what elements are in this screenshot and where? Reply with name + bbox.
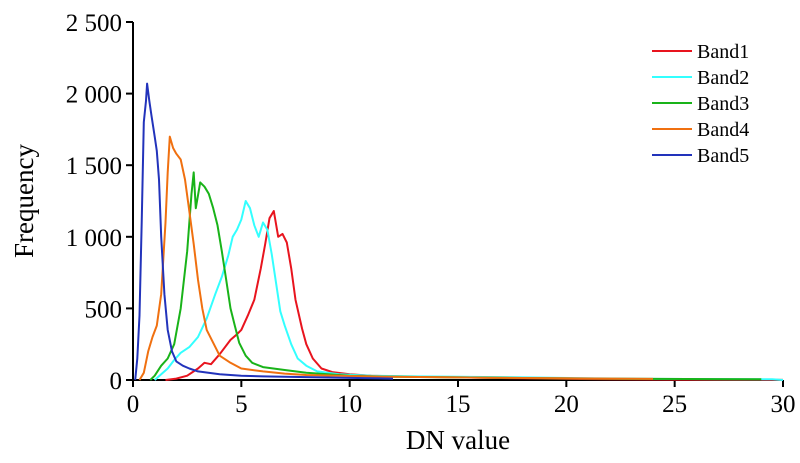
axes <box>132 22 783 381</box>
x-tick-label: 15 <box>446 391 471 418</box>
series-line-band4 <box>138 135 654 381</box>
x-ticks: 0 5 10 15 20 25 30 <box>127 380 796 418</box>
x-tick-label: 10 <box>337 391 362 418</box>
series-line-band5 <box>134 82 394 381</box>
x-axis-title: DN value <box>406 425 510 455</box>
y-tick-label: 2 000 <box>66 82 122 109</box>
legend: Band1 Band2 Band3 Band4 Band5 <box>652 41 749 167</box>
y-ticks: 0 500 1 000 1 500 2 000 2 500 <box>66 10 133 395</box>
series-line-band3 <box>149 171 762 381</box>
y-tick-label: 2 500 <box>66 10 122 37</box>
x-tick-label: 20 <box>554 391 579 418</box>
legend-label: Band1 <box>697 41 749 63</box>
x-tick-label: 30 <box>771 391 796 418</box>
x-tick-label: 5 <box>235 391 248 418</box>
series-line-band2 <box>154 200 784 381</box>
y-tick-label: 1 000 <box>66 225 122 252</box>
y-tick-label: 500 <box>85 296 123 323</box>
legend-label: Band5 <box>697 145 749 167</box>
series <box>134 82 784 381</box>
legend-label: Band4 <box>697 119 749 141</box>
legend-label: Band2 <box>697 67 749 89</box>
legend-label: Band3 <box>697 93 749 115</box>
y-tick-label: 0 <box>110 368 123 395</box>
x-tick-label: 0 <box>127 391 140 418</box>
x-tick-label: 25 <box>662 391 687 418</box>
y-axis-title: Frequency <box>9 144 39 258</box>
y-tick-label: 1 500 <box>66 153 122 180</box>
